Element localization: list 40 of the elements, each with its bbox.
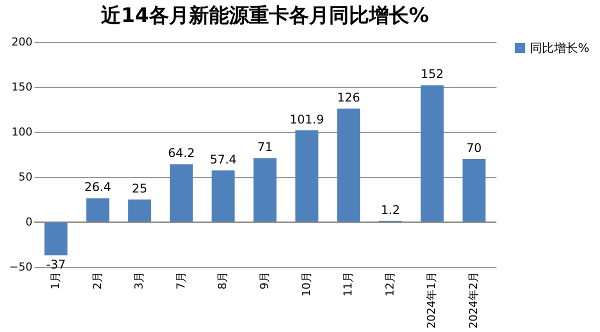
data-label: 152 bbox=[420, 67, 444, 82]
x-tick-label: 11月 bbox=[342, 272, 355, 296]
data-label: 101.9 bbox=[290, 112, 324, 126]
data-label: 70 bbox=[466, 141, 482, 155]
bar bbox=[420, 85, 444, 222]
data-label: 1.2 bbox=[380, 202, 400, 217]
bar bbox=[170, 164, 193, 222]
x-tick-label: 2月 bbox=[90, 272, 104, 290]
bar bbox=[86, 198, 110, 222]
data-label: 57.4 bbox=[210, 152, 237, 166]
bar bbox=[462, 159, 486, 222]
y-tick-label: 150 bbox=[12, 80, 32, 94]
y-tick-label: 200 bbox=[12, 36, 32, 48]
data-label: -37 bbox=[46, 257, 66, 272]
bar bbox=[295, 130, 318, 222]
x-tick-label: 7月 bbox=[174, 272, 188, 290]
x-tick-label: 1月 bbox=[48, 272, 62, 290]
legend-label: 同比增长% bbox=[530, 41, 590, 55]
data-label: 26.4 bbox=[84, 180, 112, 194]
data-label: 126 bbox=[337, 90, 360, 105]
data-label: 71 bbox=[257, 140, 273, 154]
x-tick-label: 9月 bbox=[258, 272, 271, 290]
bar bbox=[44, 222, 68, 256]
chart-title: 近14各月新能源重卡各月同比增长% bbox=[100, 3, 429, 27]
bar bbox=[254, 158, 276, 222]
y-tick-label: 0 bbox=[26, 216, 32, 228]
y-tick-label: −50 bbox=[9, 260, 32, 274]
x-tick-label: 8月 bbox=[216, 272, 230, 290]
y-tick-label: 50 bbox=[18, 170, 32, 184]
x-tick-label: 12月 bbox=[383, 272, 396, 296]
data-label: 25 bbox=[132, 182, 148, 196]
x-tick-label: 2024年1月 bbox=[425, 272, 438, 328]
bar bbox=[128, 200, 152, 222]
y-tick-label: 100 bbox=[12, 126, 32, 138]
x-tick-label: 2024年2月 bbox=[467, 272, 480, 328]
x-tick-label: 3月 bbox=[132, 272, 146, 290]
x-tick-label: 10月 bbox=[300, 272, 313, 296]
bar bbox=[212, 170, 235, 222]
data-label: 64.2 bbox=[168, 146, 195, 160]
bar bbox=[337, 108, 360, 222]
